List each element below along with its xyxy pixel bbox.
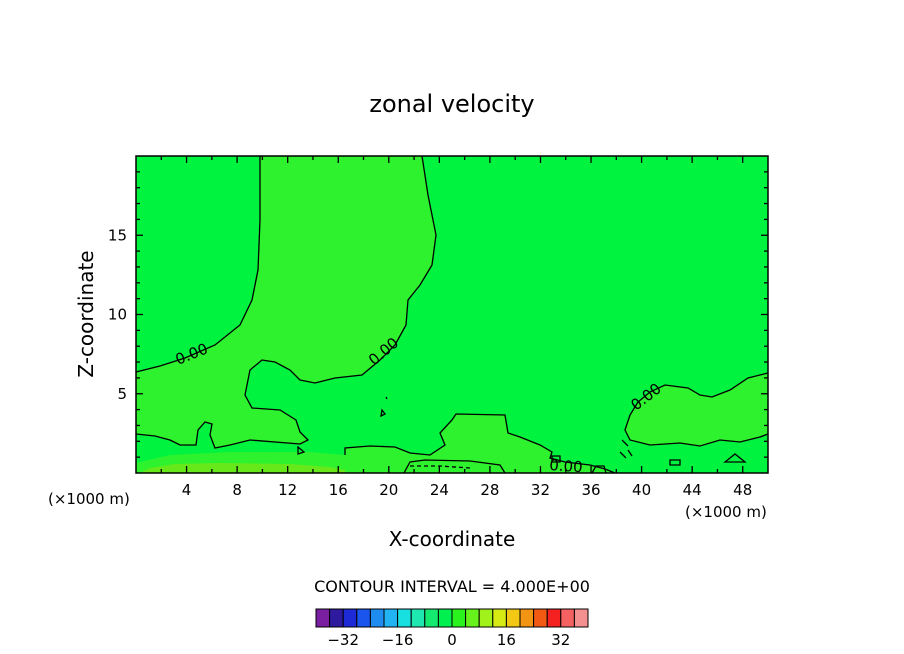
x-tick-label: 20	[379, 481, 398, 499]
x-tick-labels: 4 8 12 16 20 24 28 32 36 40 44 48	[182, 481, 752, 499]
colorbar-swatch	[342, 608, 358, 628]
y-tick-label: 5	[117, 385, 127, 403]
colorbar-swatch	[397, 608, 412, 628]
colorbar-swatch	[329, 608, 344, 628]
x-unit-label-left: (×1000 m)	[48, 490, 130, 508]
colorbar-swatch	[492, 608, 507, 628]
colorbar-swatch	[410, 608, 426, 628]
colorbar-swatch	[533, 608, 548, 628]
colorbar-swatch	[369, 608, 385, 628]
colorbar-tick-label: −32	[327, 631, 359, 649]
y-tick-labels: 5 10 15	[108, 226, 127, 403]
x-tick-label: 36	[581, 481, 600, 499]
colorbar-swatch	[424, 608, 439, 628]
colorbar-tick-label: −16	[382, 631, 414, 649]
x-tick-label: 12	[278, 481, 297, 499]
region-weak-positive-bottom	[136, 414, 615, 473]
contour-interval-text: CONTOUR INTERVAL = 4.000E+00	[314, 577, 590, 596]
colorbar-swatch	[546, 608, 562, 628]
colorbar-swatch	[437, 608, 453, 628]
region-near-surface	[140, 463, 345, 473]
colorbar-swatch	[383, 608, 399, 628]
colorbar-swatch	[315, 608, 331, 628]
colorbar-swatch	[573, 608, 589, 628]
y-tick-label: 10	[108, 306, 127, 324]
colorbar-tick-label: 0	[447, 631, 457, 649]
colorbar-swatch	[478, 608, 494, 628]
x-tick-label: 32	[531, 481, 550, 499]
region-weak-positive-right	[625, 373, 768, 446]
x-tick-label: 48	[733, 481, 752, 499]
plot-area: 0.00 0.00 0.00 0.00	[135, 155, 769, 476]
x-tick-label: 28	[480, 481, 499, 499]
x-tick-label: 8	[232, 481, 242, 499]
colorbar-swatch	[465, 608, 480, 628]
x-tick-label: 44	[683, 481, 702, 499]
contour-lines	[135, 155, 769, 474]
colorbar-swatch	[519, 608, 535, 628]
x-unit-label-right: (×1000 m)	[685, 503, 767, 521]
colorbar	[315, 608, 589, 628]
colorbar-swatch	[356, 608, 371, 628]
colorbar-swatch	[451, 608, 467, 628]
colorbar-swatch	[560, 608, 575, 628]
x-axis-label: X-coordinate	[389, 527, 516, 551]
colorbar-tick-labels: −32 −16 0 16 32	[327, 631, 570, 649]
axis-ticks	[136, 156, 768, 473]
colorbar-tick-label: 16	[497, 631, 516, 649]
x-tick-label: 24	[430, 481, 449, 499]
contour-label: 0.00	[549, 456, 584, 476]
colorbar-swatch	[505, 608, 521, 628]
y-axis-label: Z-coordinate	[74, 250, 98, 377]
x-tick-label: 4	[182, 481, 192, 499]
x-tick-label: 16	[329, 481, 348, 499]
y-tick-label: 15	[108, 226, 127, 244]
chart-title: zonal velocity	[369, 90, 534, 118]
colorbar-tick-label: 32	[551, 631, 570, 649]
x-tick-label: 40	[632, 481, 651, 499]
